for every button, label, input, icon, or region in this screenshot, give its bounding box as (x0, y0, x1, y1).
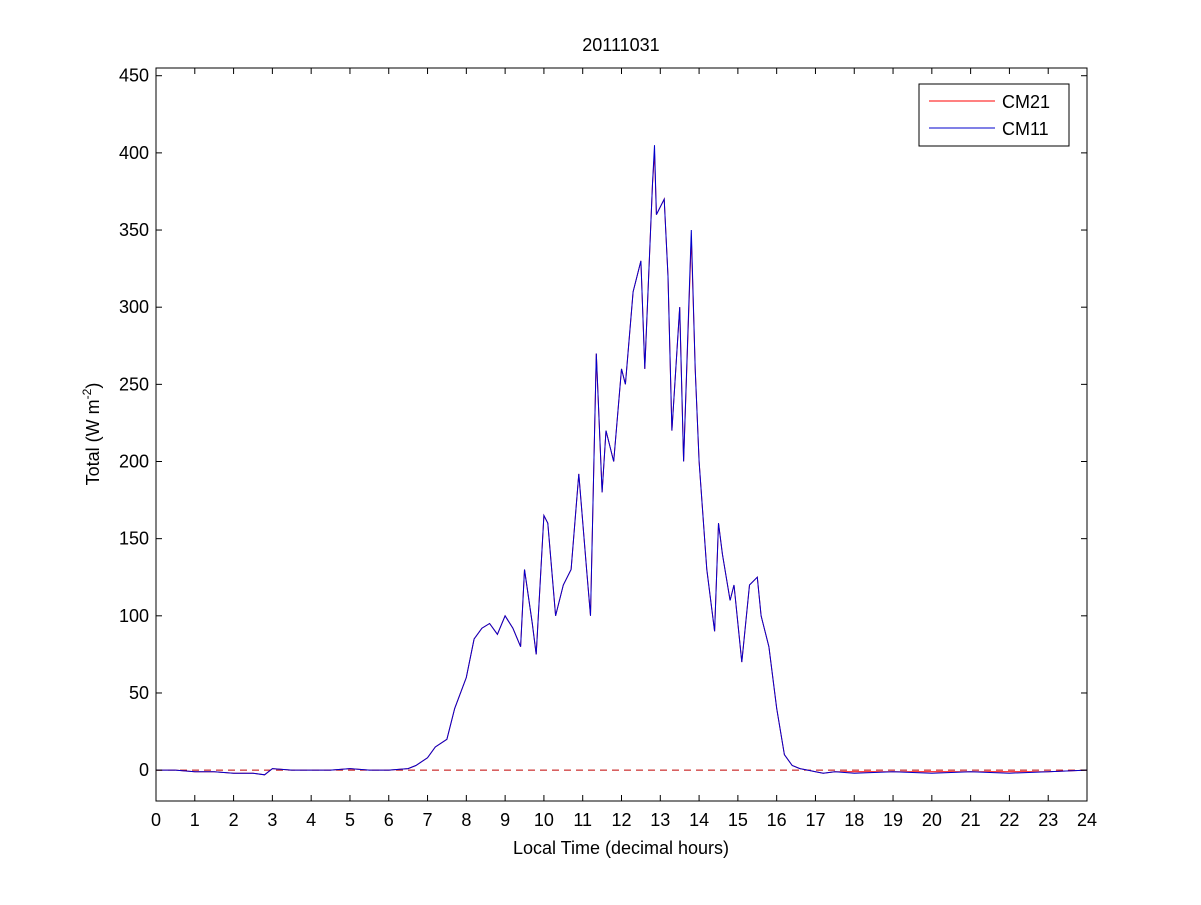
y-axis-label: Total (W m-2) (80, 383, 103, 486)
x-tick-label: 22 (999, 810, 1019, 830)
y-tick-label: 350 (119, 220, 149, 240)
x-tick-label: 18 (844, 810, 864, 830)
x-tick-label: 7 (423, 810, 433, 830)
y-axis-label-exponent: -2 (80, 388, 94, 399)
y-tick-label: 0 (139, 760, 149, 780)
x-tick-label: 1 (190, 810, 200, 830)
x-tick-label: 14 (689, 810, 709, 830)
x-tick-label: 13 (650, 810, 670, 830)
x-tick-label: 21 (961, 810, 981, 830)
x-tick-label: 8 (461, 810, 471, 830)
legend-label-cm21: CM21 (1002, 92, 1050, 112)
x-tick-label: 12 (611, 810, 631, 830)
x-tick-label: 9 (500, 810, 510, 830)
legend-label-cm11: CM11 (1002, 119, 1049, 139)
series-line-cm11 (156, 145, 1088, 776)
y-tick-label: 150 (119, 529, 149, 549)
x-tick-label: 17 (805, 810, 825, 830)
x-tick-label: 6 (384, 810, 394, 830)
y-tick-label: 100 (119, 606, 149, 626)
legend: CM21 CM11 (918, 83, 1070, 147)
x-tick-label: 11 (573, 810, 592, 830)
x-tick-label: 24 (1077, 810, 1097, 830)
x-tick-label: 15 (728, 810, 748, 830)
y-tick-label: 200 (119, 452, 149, 472)
x-tick-label: 0 (151, 810, 161, 830)
y-tick-label: 250 (119, 374, 149, 394)
y-tick-label: 400 (119, 143, 149, 163)
y-axis-label-suffix: ) (83, 383, 103, 389)
x-tick-label: 5 (345, 810, 355, 830)
chart-title: 20111031 (582, 35, 659, 55)
y-tick-label: 450 (119, 66, 149, 86)
x-axis-label: Local Time (decimal hours) (513, 838, 729, 858)
x-tick-label: 10 (534, 810, 554, 830)
x-tick-label: 23 (1038, 810, 1058, 830)
x-tick-label: 16 (767, 810, 787, 830)
y-tick-label: 50 (129, 683, 149, 703)
x-tick-label: 20 (922, 810, 942, 830)
x-tick-label: 2 (229, 810, 239, 830)
plot-area (156, 68, 1087, 801)
x-tick-label: 3 (267, 810, 277, 830)
y-axis-label-main: Total (W m (83, 399, 103, 485)
x-tick-label: 4 (306, 810, 316, 830)
legend-box (918, 83, 1070, 147)
y-tick-label: 300 (119, 297, 149, 317)
x-tick-label: 19 (883, 810, 903, 830)
